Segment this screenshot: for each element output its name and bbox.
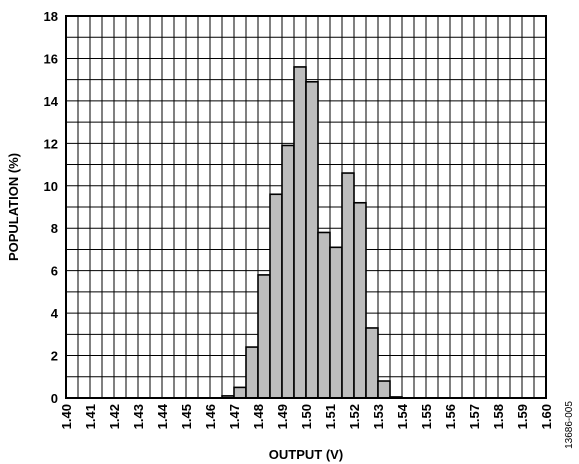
x-tick-label: 1.44 (155, 403, 170, 429)
histogram-bar (233, 386, 247, 399)
y-tick-labels: 0 2 4 6 8 10 12 14 16 18 (44, 9, 59, 406)
x-tick-label: 1.60 (539, 404, 554, 429)
x-tick-label: 1.47 (227, 404, 242, 429)
x-tick-label: 1.55 (419, 404, 434, 429)
y-tick-label: 12 (44, 136, 58, 151)
y-tick-label: 14 (44, 94, 59, 109)
x-tick-label: 1.41 (83, 404, 98, 429)
x-tick-label: 1.49 (275, 404, 290, 429)
x-axis-title: OUTPUT (V) (269, 447, 343, 462)
y-axis-title: POPULATION (%) (6, 153, 21, 261)
y-tick-label: 2 (51, 349, 58, 364)
histogram-bar (317, 231, 331, 399)
bars (221, 66, 403, 399)
histogram-bar (257, 274, 271, 399)
y-tick-label: 6 (51, 264, 58, 279)
y-tick-label: 18 (44, 9, 58, 24)
histogram-bar (329, 246, 343, 399)
plot-frame (65, 15, 547, 399)
x-tick-label: 1.50 (299, 404, 314, 429)
histogram-bar (341, 172, 355, 399)
x-tick-label: 1.56 (443, 404, 458, 429)
x-tick-label: 1.48 (251, 404, 266, 429)
y-tick-label: 8 (51, 221, 58, 236)
histogram-bar (377, 380, 391, 399)
figure-code: 13686-005 (564, 401, 575, 449)
x-tick-label: 1.52 (347, 404, 362, 429)
y-tick-label: 16 (44, 51, 58, 66)
x-tick-label: 1.53 (371, 404, 386, 429)
histogram-bar (293, 66, 307, 399)
x-tick-label: 1.46 (203, 404, 218, 429)
x-tick-labels: 1.40 1.41 1.42 1.43 1.44 1.45 1.46 1.47 1.48 1.49… (59, 403, 554, 429)
x-tick-label: 1.40 (59, 404, 74, 429)
x-tick-label: 1.51 (323, 404, 338, 429)
histogram-bar (245, 346, 259, 399)
x-tick-label: 1.43 (131, 404, 146, 429)
histogram-bar (365, 327, 379, 399)
y-tick-label: 10 (44, 179, 58, 194)
y-tick-label: 0 (51, 391, 58, 406)
x-tick-label: 1.54 (395, 403, 410, 429)
x-tick-label: 1.59 (515, 404, 530, 429)
histogram-bar (353, 201, 367, 399)
y-tick-label: 4 (51, 306, 59, 321)
x-tick-label: 1.57 (467, 404, 482, 429)
x-tick-label: 1.45 (179, 404, 194, 429)
histogram-bar (305, 80, 319, 399)
histogram-bar (281, 144, 295, 399)
x-tick-label: 1.58 (491, 404, 506, 429)
x-tick-label: 1.42 (107, 404, 122, 429)
histogram-bar (269, 193, 283, 399)
